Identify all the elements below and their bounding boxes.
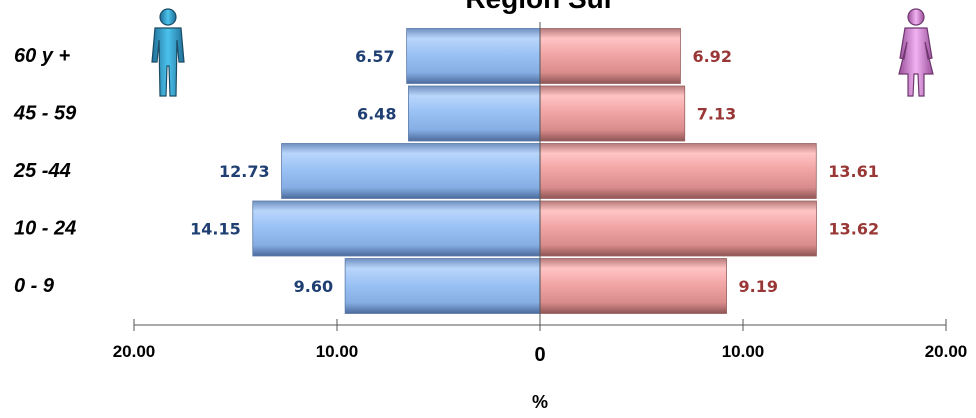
- tick-label: 0: [534, 344, 545, 366]
- female-icon: [898, 8, 934, 97]
- chart-title: Region Sur: [465, 0, 614, 14]
- category-label: 60 y +: [14, 45, 70, 67]
- bar-right: [539, 258, 727, 314]
- data-label-left: 9.60: [294, 277, 333, 296]
- data-label-left: 6.57: [355, 47, 394, 66]
- data-label-left: 12.73: [219, 162, 270, 181]
- bars-layer: 60 y + 6.57 6.92 45 - 59 6.48 7.13 25 -44 12.73…: [13, 28, 879, 314]
- data-label-left: 14.15: [190, 220, 241, 239]
- data-label-right: 13.61: [828, 162, 879, 181]
- bar-left: [252, 200, 541, 257]
- bar-left: [408, 85, 541, 142]
- data-label-left: 6.48: [357, 105, 396, 124]
- data-label-right: 6.92: [692, 47, 731, 66]
- bar-left: [344, 258, 541, 314]
- bar-right: [539, 85, 686, 142]
- bar-left: [281, 143, 541, 199]
- data-label-right: 9.19: [739, 277, 778, 296]
- category-label: 10 - 24: [14, 218, 76, 240]
- data-label-right: 13.62: [828, 220, 879, 239]
- male-icon: [151, 8, 185, 97]
- tick-label: 10.00: [316, 342, 359, 361]
- tick-label: 20.00: [925, 342, 968, 361]
- x-axis-label: %: [532, 392, 548, 412]
- bar-right: [539, 200, 817, 257]
- tick-label: 20.00: [113, 342, 156, 361]
- category-label: 25 -44: [13, 160, 71, 182]
- category-label: 45 - 59: [13, 103, 77, 125]
- data-label-right: 7.13: [697, 105, 736, 124]
- bar-left: [406, 28, 541, 84]
- bar-right: [539, 28, 681, 84]
- x-axis: 20.00 10.00 0 10.00 20.00: [113, 22, 968, 366]
- category-label: 0 - 9: [14, 275, 55, 297]
- tick-label: 10.00: [722, 342, 765, 361]
- bar-right: [539, 143, 817, 199]
